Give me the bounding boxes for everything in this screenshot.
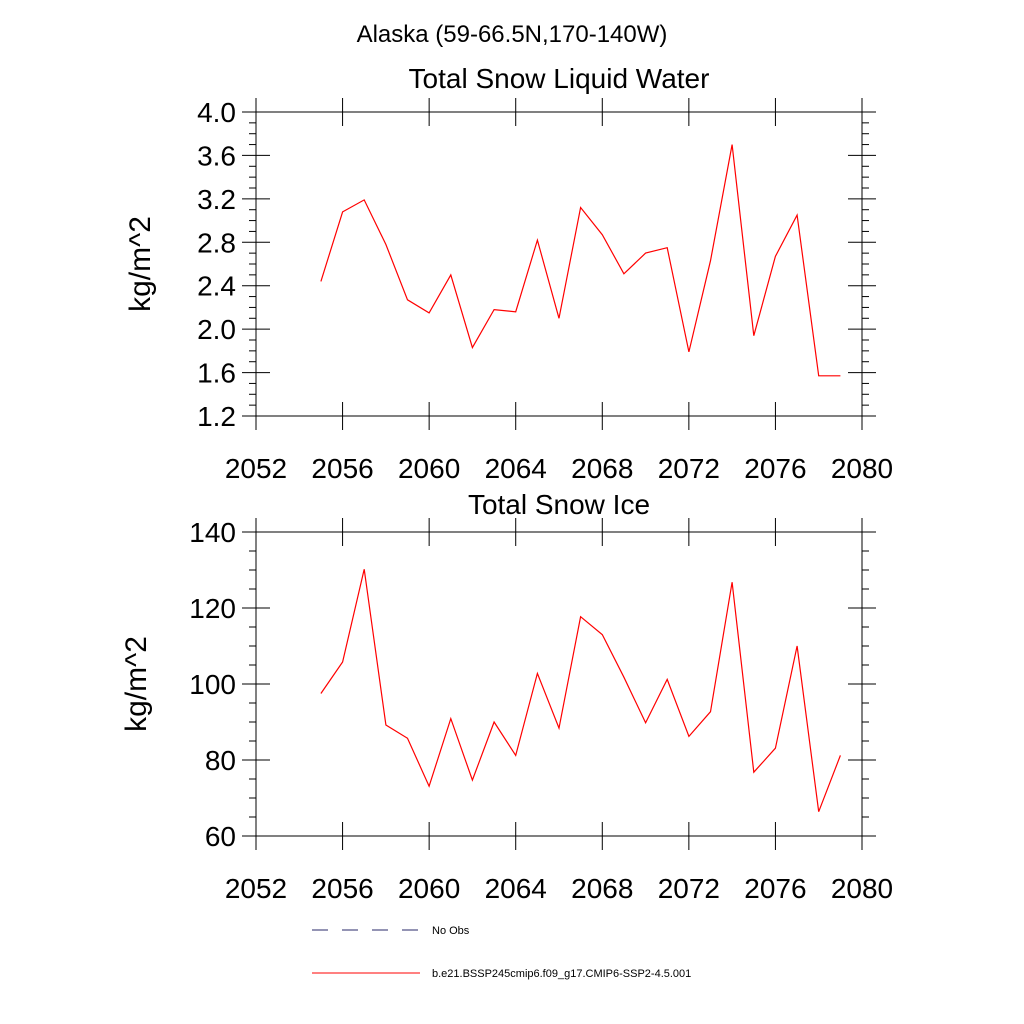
x-tick-label: 2068: [571, 453, 633, 484]
chart-panel-1: Total Snow Liquid Water kg/m^2 2052 2056 206…: [124, 63, 893, 484]
y-tick-label: 140: [189, 517, 236, 548]
y-tick-label: 2.0: [197, 314, 236, 345]
x-tick-label: 2056: [311, 453, 373, 484]
legend-label-1: No Obs: [432, 925, 470, 937]
y-tick-label: 3.6: [197, 140, 236, 171]
y-tick-label: 80: [205, 745, 236, 776]
plot-frame: [255, 531, 863, 837]
series-line-1: [320, 569, 841, 812]
chart-title: Total Snow Liquid Water: [409, 63, 710, 94]
x-tick-label: 2056: [311, 873, 373, 904]
x-tick-label: 2064: [485, 453, 547, 484]
y-tick-label: 120: [189, 593, 236, 624]
y-tick-label: 2.4: [197, 271, 236, 302]
x-tick-label: 2076: [744, 453, 806, 484]
y-tick-label: 4.0: [197, 97, 236, 128]
y-tick-label: 60: [205, 821, 236, 852]
x-tick-label: 2068: [571, 873, 633, 904]
plot-frame: [255, 111, 863, 417]
legend: No Obs b.e21.BSSP245cmip6.f09_g17.CMIP6-S…: [312, 925, 691, 980]
chart-title: Total Snow Ice: [468, 489, 650, 520]
x-tick-label: 2072: [658, 873, 720, 904]
y-tick-label: 100: [189, 669, 236, 700]
y-axis-label: kg/m^2: [124, 216, 157, 312]
x-tick-label: 2060: [398, 873, 460, 904]
y-tick-label: 1.6: [197, 358, 236, 389]
y-tick-label: 3.2: [197, 184, 236, 215]
y-tick-label: 1.2: [197, 401, 236, 432]
x-tick-label: 2052: [225, 453, 287, 484]
x-tick-label: 2064: [485, 873, 547, 904]
x-tick-label: 2076: [744, 873, 806, 904]
chart-panel-2: Total Snow Ice kg/m^2 2052 2056 2060 2064 2068…: [120, 489, 893, 904]
x-tick-label: 2080: [831, 873, 893, 904]
x-tick-label: 2060: [398, 453, 460, 484]
legend-label-2: b.e21.BSSP245cmip6.f09_g17.CMIP6-SSP2-4.…: [432, 968, 691, 980]
figure-title: Alaska (59-66.5N,170-140W): [357, 21, 668, 48]
x-tick-label: 2052: [225, 873, 287, 904]
x-tick-label: 2072: [658, 453, 720, 484]
series-line-1: [320, 144, 841, 377]
y-tick-label: 2.8: [197, 227, 236, 258]
x-tick-label: 2080: [831, 453, 893, 484]
y-axis-label: kg/m^2: [120, 636, 153, 732]
